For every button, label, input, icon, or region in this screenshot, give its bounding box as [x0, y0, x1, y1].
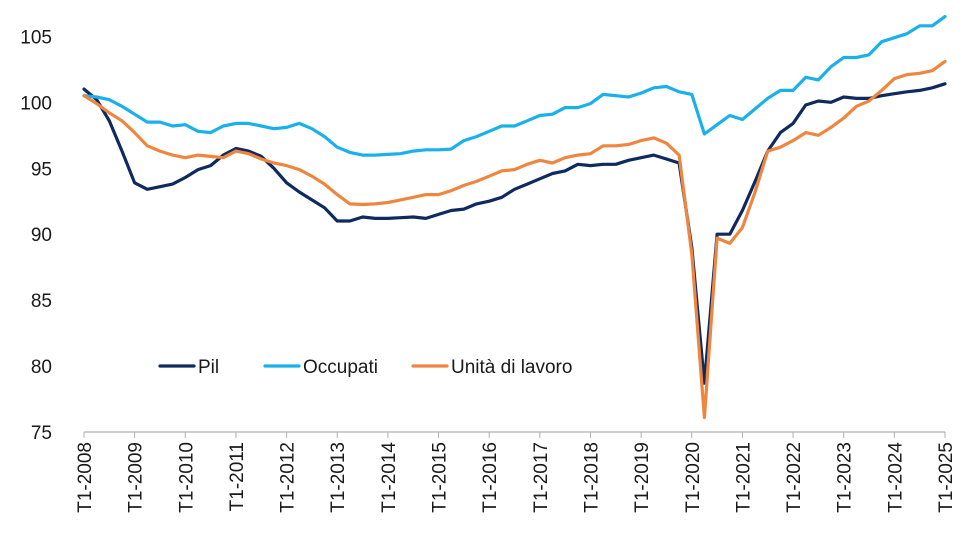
y-tick-label: 90	[31, 225, 52, 246]
x-tick-label: T1-2020	[683, 442, 704, 513]
x-tick-label: T1-2024	[885, 442, 906, 513]
x-tick-label: T1-2014	[379, 442, 400, 513]
x-tick-label: T1-2010	[176, 442, 197, 513]
y-tick-label: 95	[31, 159, 52, 180]
y-tick-label: 85	[31, 291, 52, 312]
x-tick-label: T1-2022	[784, 442, 805, 513]
x-axis: T1-2008 T1-2009 T1-2010 T1-2011 T1-2012 T1-20…	[75, 432, 957, 513]
series-line-unit-di-lavoro	[82, 59, 947, 420]
legend-label: Occupati	[303, 357, 378, 378]
x-tick-label: T1-2018	[581, 442, 602, 513]
y-tick-label: 100	[20, 93, 52, 114]
x-tick-label: T1-2025	[936, 442, 957, 513]
x-tick-label: T1-2011	[227, 442, 248, 511]
x-tick-label: T1-2016	[480, 442, 501, 513]
legend-label: Pil	[198, 357, 219, 378]
x-tick-label: T1-2015	[430, 442, 451, 513]
legend: Pil Occupati Unità di lavoro	[158, 357, 572, 378]
x-tick-label: T1-2017	[531, 442, 552, 513]
y-tick-label: 75	[31, 423, 52, 444]
plot-series	[82, 15, 947, 420]
legend-label: Unità di lavoro	[451, 357, 572, 378]
x-tick-label: T1-2023	[835, 442, 856, 513]
x-tick-label: T1-2019	[632, 442, 653, 513]
x-tick-label: T1-2021	[733, 442, 754, 513]
series-line-occupati	[82, 15, 947, 157]
x-tick-label: T1-2013	[328, 442, 349, 513]
series-line-pil	[82, 82, 947, 385]
y-axis: 75 80 85 90 95 100 105	[20, 27, 52, 444]
y-tick-label: 80	[31, 357, 52, 378]
x-tick-label: T1-2009	[126, 442, 147, 513]
x-tick-label: T1-2012	[278, 442, 299, 513]
x-tick-label: T1-2008	[75, 442, 96, 513]
y-tick-label: 105	[20, 27, 52, 48]
